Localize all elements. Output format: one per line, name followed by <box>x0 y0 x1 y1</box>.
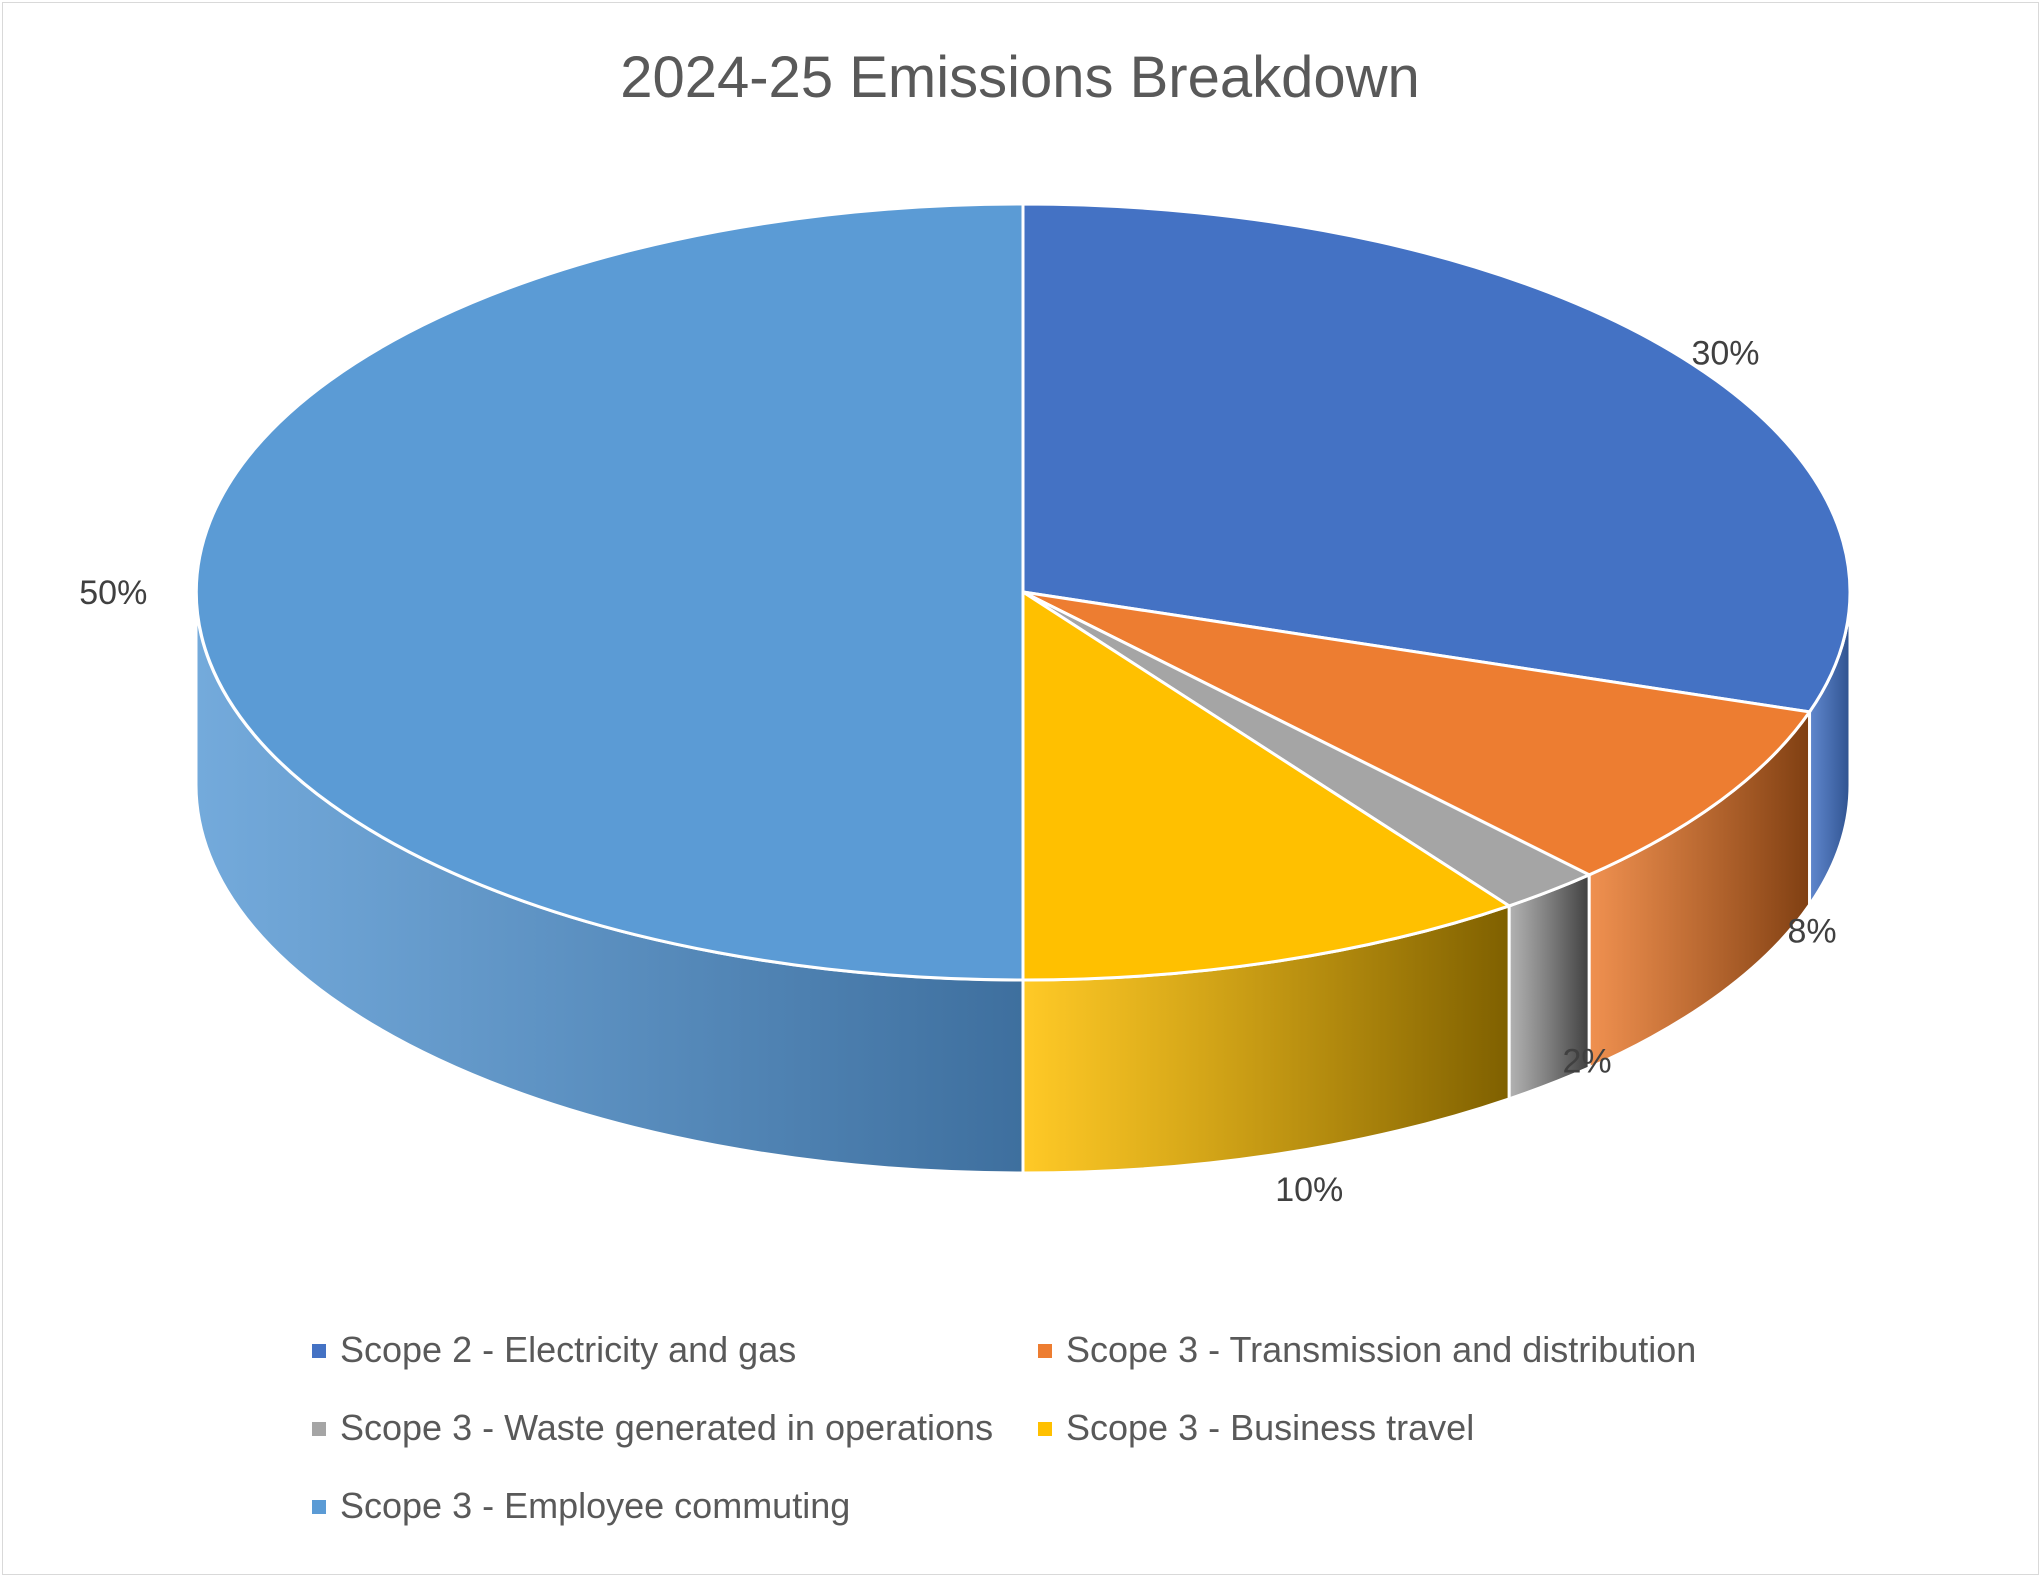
slice-scope-3-business-travel <box>1021 589 1513 982</box>
legend-label: Scope 2 - Electricity and gas <box>340 1329 796 1370</box>
data-label-scope-3-waste-generated-in-operations: 2% <box>1562 1043 1611 1081</box>
data-labels: 30% 8% 2% 10% 50% <box>79 335 1836 1209</box>
data-label-scope-3-business-travel: 10% <box>1275 1171 1343 1209</box>
slice-scope-2-electricity-and-gas <box>1021 202 1852 714</box>
slice-scope-3-employee-commuting <box>194 202 1025 982</box>
legend-swatch <box>312 1422 326 1436</box>
legend-label: Scope 3 - Waste generated in operations <box>340 1407 993 1448</box>
slice-scope-3-transmission-and-distribution <box>1022 590 1813 877</box>
legend-item-scope-3-business-travel: Scope 3 - Business travel <box>1038 1407 1474 1448</box>
legend-swatch <box>1038 1422 1052 1436</box>
legend-swatch <box>1038 1344 1052 1358</box>
pie-slices <box>194 202 1852 982</box>
legend-swatch <box>312 1500 326 1514</box>
legend-swatch <box>312 1344 326 1358</box>
legend-item-scope-3-transmission-and-distribution: Scope 3 - Transmission and distribution <box>1038 1329 1696 1370</box>
legend-label: Scope 3 - Business travel <box>1066 1407 1474 1448</box>
legend-label: Scope 3 - Employee commuting <box>340 1485 850 1526</box>
legend-label: Scope 3 - Transmission and distribution <box>1066 1329 1696 1370</box>
chart-title: 2024-25 Emissions Breakdown <box>620 45 1420 110</box>
legend-item-scope-3-waste-generated-in-operations: Scope 3 - Waste generated in operations <box>312 1407 993 1448</box>
legend-item-scope-2-electricity-and-gas: Scope 2 - Electricity and gas <box>312 1329 796 1370</box>
data-label-scope-3-employee-commuting: 50% <box>79 574 147 612</box>
pie-sides <box>194 591 1852 1175</box>
legend: Scope 2 - Electricity and gas Scope 3 - T… <box>312 1329 1696 1526</box>
data-label-scope-2-electricity-and-gas: 30% <box>1691 335 1759 373</box>
data-label-scope-3-transmission-and-distribution: 8% <box>1787 912 1836 950</box>
legend-item-scope-3-employee-commuting: Scope 3 - Employee commuting <box>312 1485 850 1526</box>
